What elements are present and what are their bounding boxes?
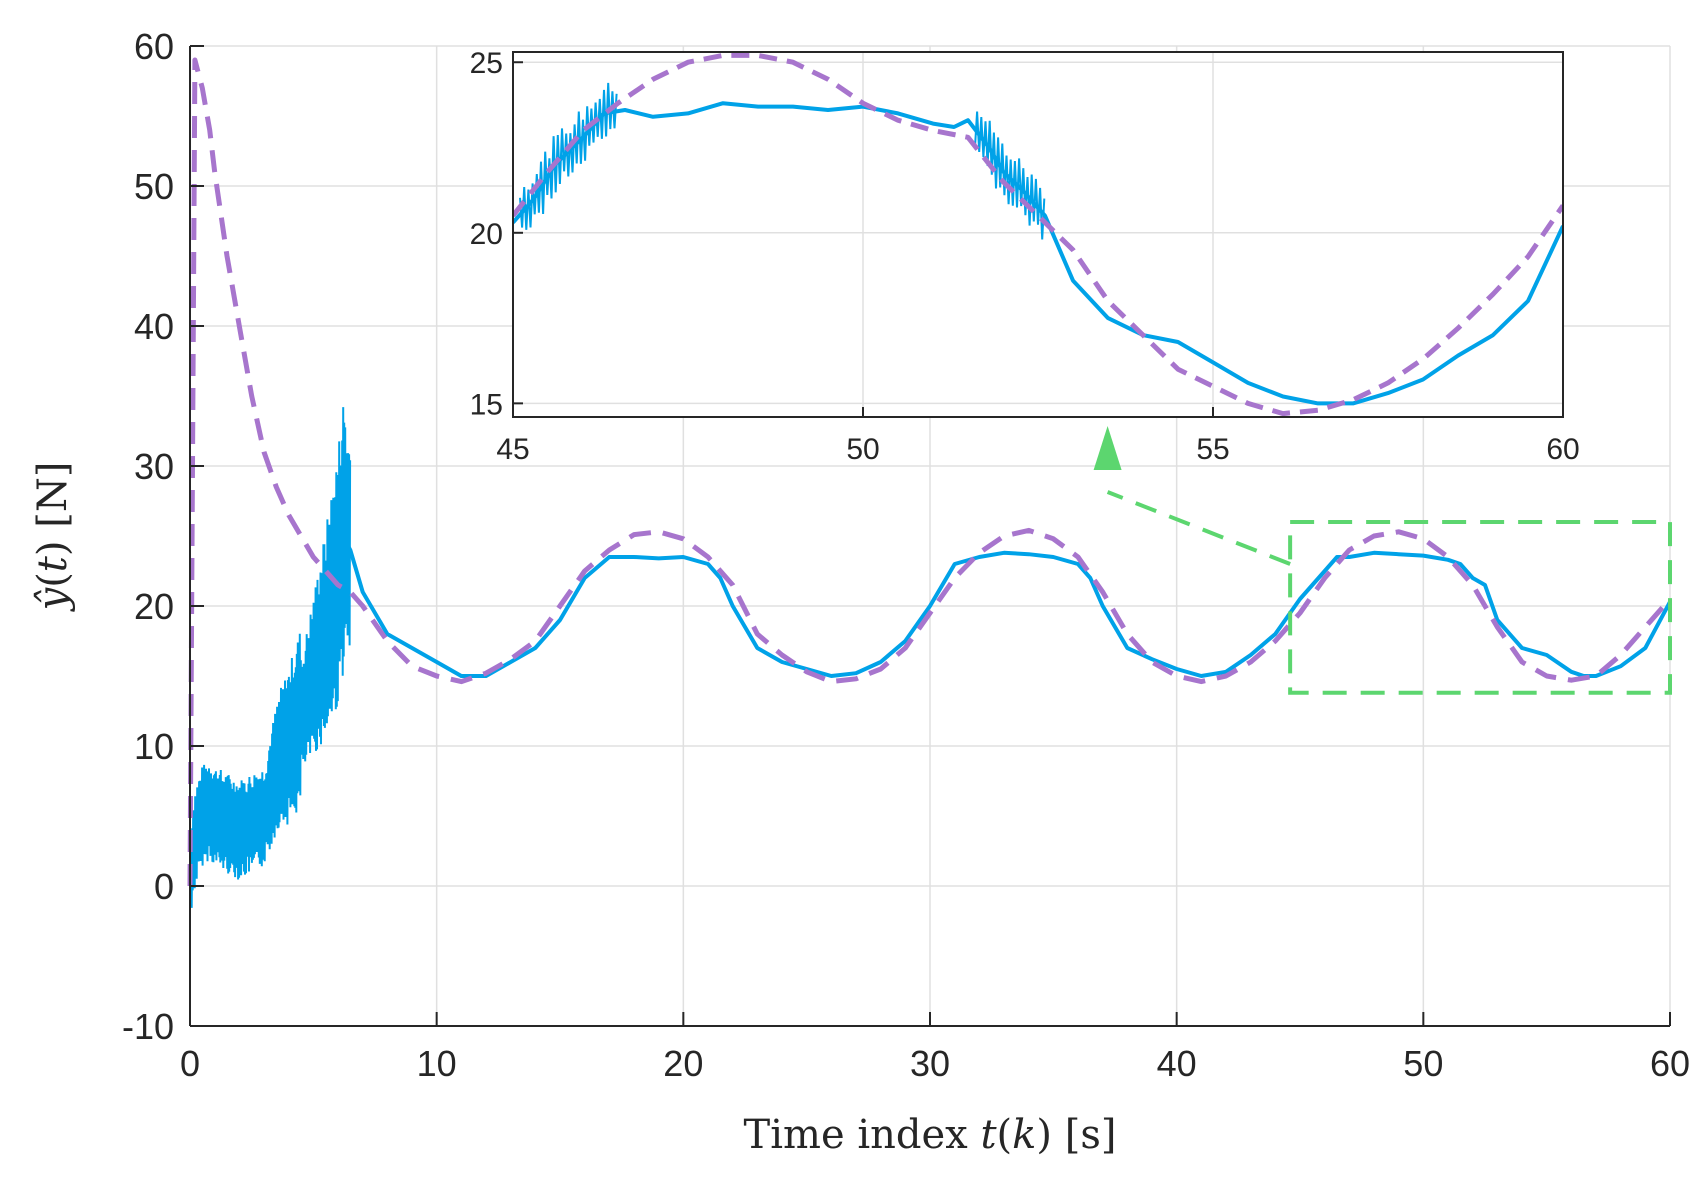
x-axis-label-part: (: [997, 1112, 1013, 1158]
y-axis-label-part: ) [N]: [30, 462, 76, 557]
zoom-region-box: [1288, 520, 1672, 695]
x-axis-label: Time index t(k) [s]: [744, 1112, 1117, 1158]
main-ytick-label: 40: [134, 306, 174, 347]
main-xtick-label: 60: [1650, 1043, 1690, 1084]
inset-xtick-label: 55: [1196, 433, 1229, 466]
main-ytick-label: 50: [134, 166, 174, 207]
main-xtick-label: 10: [417, 1043, 457, 1084]
main-series-blue-line: [188, 534, 1672, 887]
inset-axes: 45 50 55 60 15 20 25: [470, 47, 1580, 466]
main-xtick-label: 0: [180, 1043, 200, 1084]
main-xtick-label: 50: [1403, 1043, 1443, 1084]
inset-frame: [512, 51, 1564, 418]
inset-ytick-label: 15: [470, 388, 503, 421]
main-xtick-label: 30: [910, 1043, 950, 1084]
x-axis-label-part: t: [980, 1112, 997, 1158]
y-axis-label-part: ŷ: [30, 586, 76, 612]
main-xtick-label: 40: [1157, 1043, 1197, 1084]
main-series-blue-noise: [190, 407, 352, 908]
inset-xtick-label: 45: [496, 433, 529, 466]
main-ytick-label: 10: [134, 726, 174, 767]
main-series-purple-dashed: [187, 57, 1672, 887]
main-ytick-label: 30: [134, 446, 174, 487]
inset-ytick-label: 25: [470, 47, 503, 80]
main-ytick-label: 0: [154, 866, 174, 907]
y-axis-label-part: t: [30, 555, 76, 572]
main-xtick-label: 20: [663, 1043, 703, 1084]
x-axis-label-part: ) [s]: [1036, 1112, 1116, 1158]
x-axis-label-part: k: [1012, 1112, 1036, 1158]
inset-ytick-label: 20: [470, 218, 503, 251]
zoom-arrow-head: [1093, 426, 1122, 470]
inset-series-blue-line: [513, 101, 1563, 406]
main-ytick-label: -10: [122, 1006, 174, 1047]
inset-xtick-label: 50: [846, 433, 879, 466]
main-ytick-label: 60: [134, 26, 174, 67]
inset-plot-background: [513, 52, 1563, 417]
inset-series-purple-dashed: [513, 52, 1563, 417]
inset-xtick-label: 60: [1546, 433, 1579, 466]
main-ytick-label: 20: [134, 586, 174, 627]
x-axis-label-part: Time index: [744, 1112, 981, 1158]
y-axis-label: ŷ(t) [N]: [30, 462, 76, 613]
zoom-arrow-line: [1106, 490, 1291, 566]
y-axis-label-part: (: [30, 572, 76, 588]
